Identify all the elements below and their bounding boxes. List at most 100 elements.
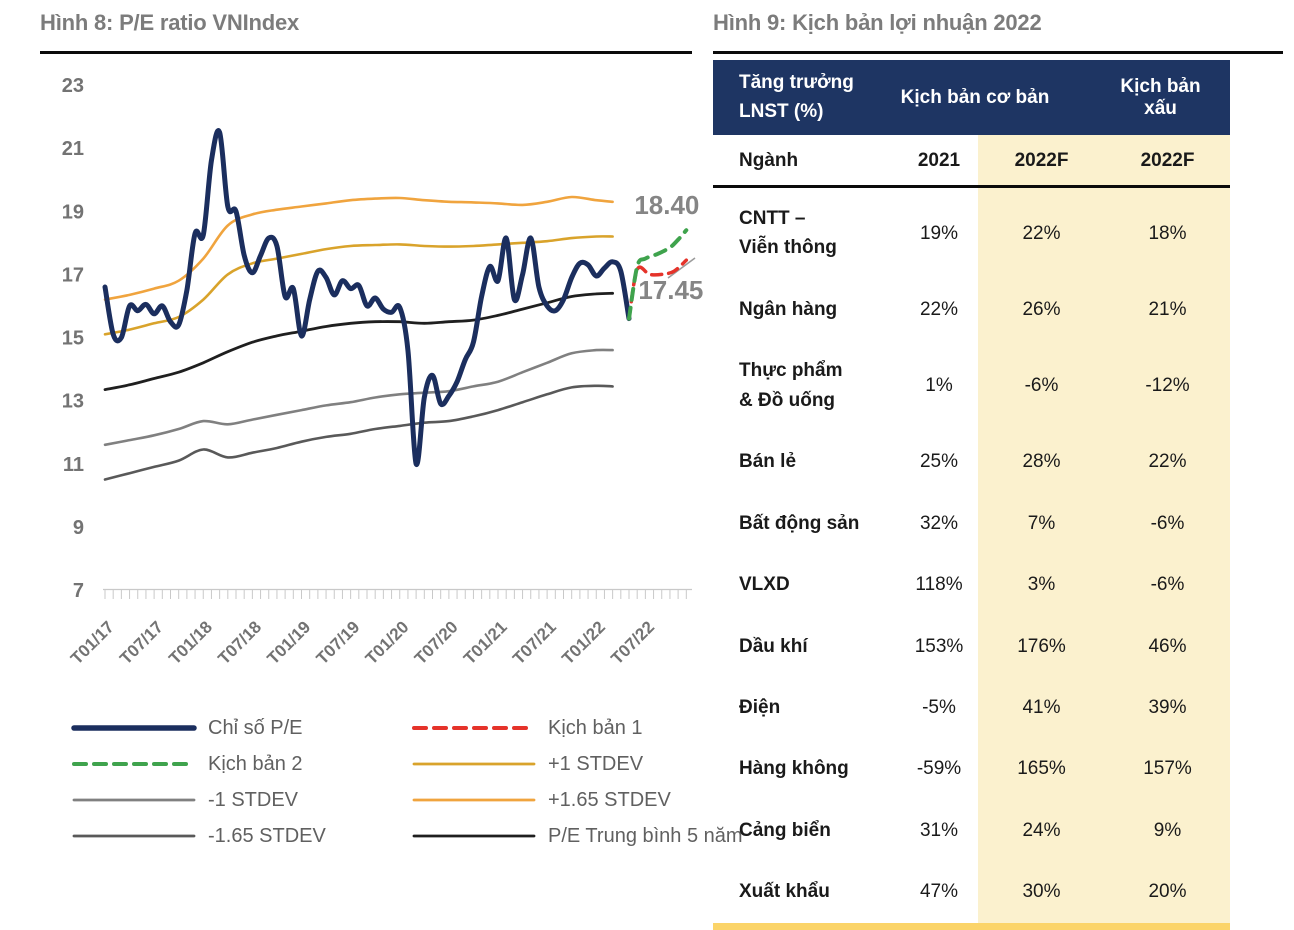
legend-label-avg5: P/E Trung bình 5 năm — [548, 824, 743, 847]
x-axis-tick-label: T01/19 — [263, 617, 314, 668]
figure8-title-rule — [40, 51, 692, 54]
value-2021: 22% — [919, 298, 959, 320]
table-row-2: Ngân hàng 22% 26% 21% — [713, 278, 1230, 341]
table-row-11: Xuất khẩu 47% 30% 20% — [713, 861, 1230, 923]
legend-item-plus165: +1.65 STDEV — [410, 782, 743, 818]
y-axis-tick-label: 7 — [73, 580, 84, 602]
series-avg5 — [103, 291, 614, 391]
legend-column-right: Kịch bản 1 +1 STDEV +1.65 STDEV P/E Trung b… — [410, 710, 743, 854]
table-header-sector: Ngành — [713, 135, 900, 188]
value-2022f-bad: 20% — [1105, 861, 1230, 923]
sector-label: VLXD — [739, 574, 790, 596]
value-2022f-base: -6% — [978, 340, 1105, 432]
value-2022f-base: 26% — [978, 278, 1105, 341]
sector-label: Bất động sản — [739, 512, 860, 534]
value-2022f-base: 7% — [978, 492, 1105, 555]
value-2021: 153% — [914, 635, 964, 657]
legend-item-minus165: -1.65 STDEV — [70, 818, 410, 854]
value-2021: -59% — [916, 758, 962, 780]
series-minus165 — [103, 384, 614, 481]
table-header-2021: 2021 — [900, 135, 978, 188]
legend-swatch-plus165 — [412, 798, 536, 802]
legend-item-scenario1: Kịch bản 1 — [410, 710, 743, 746]
sector-label: Xuất khẩu — [739, 881, 830, 903]
value-2022f-bad: 157% — [1105, 738, 1230, 800]
value-2022f-bad: 39% — [1105, 676, 1230, 739]
x-axis-tick-label: T01/20 — [362, 617, 413, 668]
x-axis-tick-label: T01/22 — [558, 617, 609, 668]
y-axis-tick-label: 19 — [62, 201, 84, 223]
sector-label: Cảng biển — [739, 819, 831, 841]
table-row-4: Bán lẻ 25% 28% 22% — [713, 431, 1230, 493]
figure9-title-rule — [713, 51, 1283, 54]
table-row-5: Bất động sản 32% 7% -6% — [713, 492, 1230, 555]
value-2021: 19% — [919, 222, 959, 244]
table-header-bad-scenario: Kịch bản xấu — [1105, 60, 1230, 135]
value-2022f-base: 28% — [978, 431, 1105, 493]
series-minus1 — [103, 348, 614, 447]
total-2022f-bad: 11% — [1105, 922, 1230, 930]
table-row-7: Dầu khí 153% 176% 46% — [713, 615, 1230, 677]
x-axis-tick-label: T07/17 — [116, 617, 167, 668]
series-pe — [102, 128, 632, 467]
table-header-row-years: Ngành 2021 2022F 2022F — [713, 135, 1230, 188]
x-axis-tick-label: T01/21 — [460, 617, 511, 668]
legend-swatch-scenario1 — [412, 726, 536, 730]
table-header-2022f-bad: 2022F — [1105, 135, 1230, 188]
value-2022f-bad: 21% — [1105, 278, 1230, 341]
value-2022f-base: 176% — [978, 615, 1105, 677]
value-2022f-bad: 18% — [1105, 186, 1230, 279]
table-header-base-scenario: Kịch bản cơ bản — [900, 60, 1105, 135]
x-axis-tick-label: T07/19 — [313, 617, 364, 668]
value-2021: 25% — [919, 451, 959, 473]
series-scenario1 — [627, 258, 689, 321]
legend-label-scenario1: Kịch bản 1 — [548, 716, 643, 739]
legend-swatch-avg5 — [412, 834, 536, 838]
legend-label-plus1: +1 STDEV — [548, 752, 644, 775]
legend-item-avg5: P/E Trung bình 5 năm — [410, 818, 743, 854]
figure8-title: Hình 8: P/E ratio VNIndex — [40, 10, 300, 35]
table-row-3: Thực phẩm & Đồ uống 1% -6% -12% — [713, 340, 1230, 432]
sector-label: Dầu khí — [739, 635, 808, 657]
total-2022f-base: 22% — [978, 922, 1105, 930]
sector-label: Thực phẩm & Đồ uống — [739, 360, 843, 411]
pe-chart-legend: Chỉ số P/E Kịch bản 2 -1 STDEV -1.65 STDEV … — [70, 710, 743, 854]
sector-label: Điện — [739, 696, 781, 718]
x-axis-tick-label: T01/17 — [67, 617, 118, 668]
y-axis-tick-label: 17 — [62, 264, 84, 286]
value-2021: -5% — [922, 696, 956, 718]
table-row-8: Điện -5% 41% 39% — [713, 676, 1230, 739]
legend-label-scenario2: Kịch bản 2 — [208, 752, 303, 775]
legend-item-scenario2: Kịch bản 2 — [70, 746, 410, 782]
legend-label-plus165: +1.65 STDEV — [548, 788, 671, 811]
total-label: Tổng cộng (%) — [713, 922, 900, 930]
legend-label-minus1: -1 STDEV — [208, 788, 299, 811]
value-2022f-base: 22% — [978, 186, 1105, 279]
legend-label-minus165: -1.65 STDEV — [208, 824, 326, 847]
series-plus1 — [103, 235, 614, 336]
value-2022f-bad: 9% — [1105, 799, 1230, 862]
growth-label-line2: LNST (%) — [739, 100, 824, 122]
x-axis-tick-label: T01/18 — [165, 617, 216, 668]
value-2022f-bad: -12% — [1105, 340, 1230, 432]
value-2021: 118% — [915, 574, 963, 596]
sector-label: CNTT – Viễn thông — [739, 208, 837, 259]
table-header-2022f-base: 2022F — [978, 135, 1105, 188]
y-axis-tick-label: 15 — [62, 328, 84, 350]
y-axis-tick-label: 11 — [63, 454, 84, 476]
y-axis-tick-label: 9 — [73, 517, 84, 539]
value-2022f-bad: -6% — [1105, 492, 1230, 555]
profit-scenario-table: Tăng trưởng LNST (%) Kịch bản cơ bản Kịch… — [713, 60, 1230, 930]
annotation-leader-line — [667, 257, 696, 279]
value-2022f-base: 41% — [978, 676, 1105, 739]
value-2021: 32% — [919, 512, 959, 534]
value-2022f-bad: 22% — [1105, 431, 1230, 493]
figure8-panel: Hình 8: P/E ratio VNIndex 23 21 19 17 15 13 11… — [40, 8, 743, 854]
x-axis-tick-label: T07/20 — [411, 617, 462, 668]
legend-item-plus1: +1 STDEV — [410, 746, 743, 782]
y-axis-tick-label: 13 — [62, 391, 84, 413]
legend-swatch-scenario2 — [72, 762, 196, 766]
table-header-row-scenarios: Tăng trưởng LNST (%) Kịch bản cơ bản Kịch… — [713, 60, 1230, 135]
table-row-1: CNTT – Viễn thông 19% 22% 18% — [713, 186, 1230, 279]
